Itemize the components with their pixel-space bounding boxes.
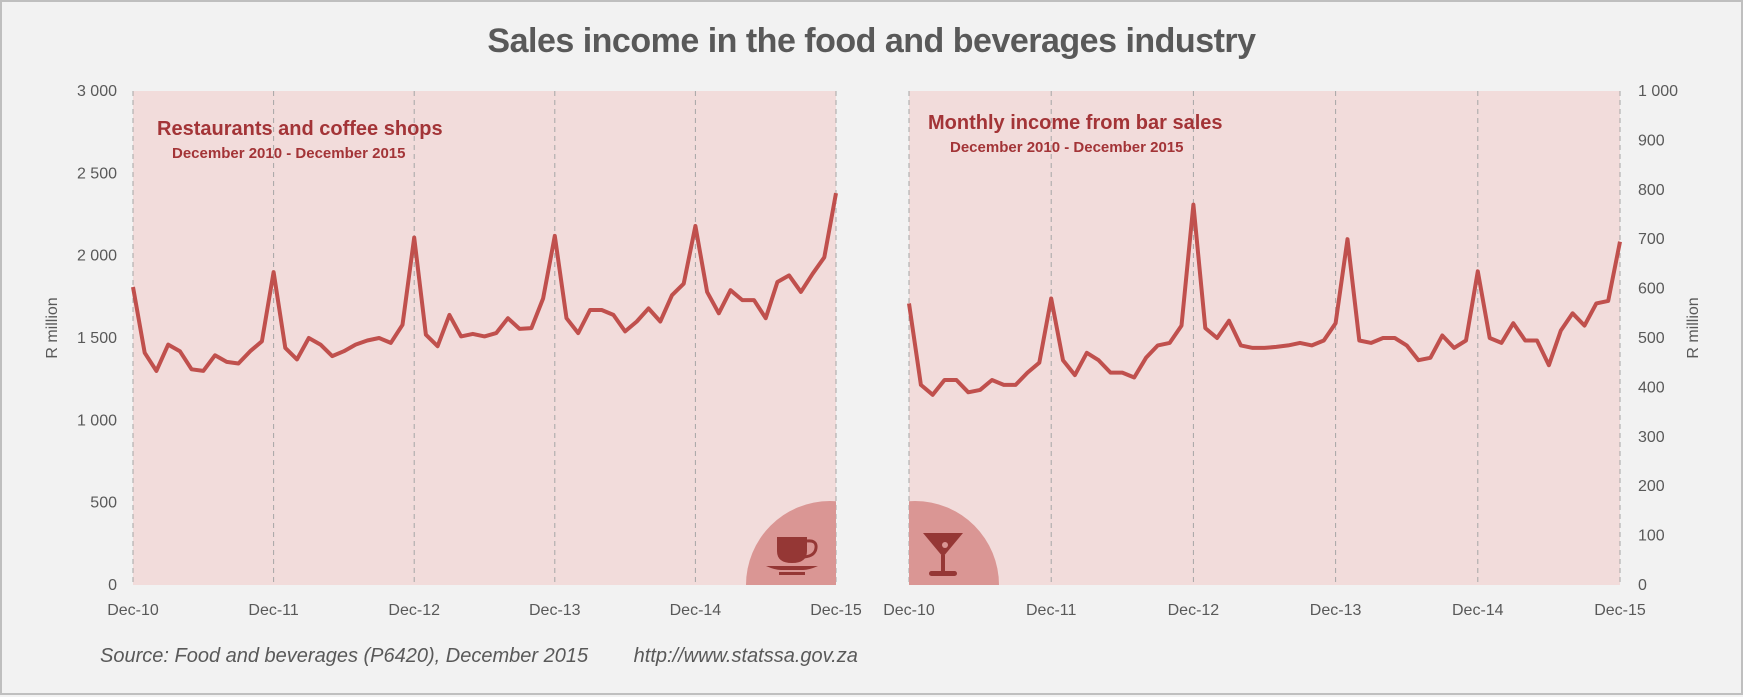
y-tick-label: 0: [1638, 577, 1647, 594]
x-tick-label: Dec-13: [1310, 602, 1362, 619]
y-tick-label: 200: [1638, 478, 1665, 495]
x-tick-label: Dec-13: [529, 602, 581, 619]
source-url: http://www.statssa.gov.za: [633, 645, 858, 667]
restaurants-chart: Restaurants and coffee shops December 201…: [44, 83, 862, 619]
x-tick-label: Dec-12: [388, 602, 440, 619]
series-line: [907, 202, 1622, 397]
series-line: [131, 192, 838, 373]
y-tick-label: 2 500: [77, 165, 117, 182]
y-tick-label: 100: [1638, 528, 1665, 545]
x-tick-label: Dec-15: [1594, 602, 1646, 619]
icon-badge: [746, 501, 836, 585]
footer: Source: Food and beverages (P6420), Dece…: [100, 645, 898, 668]
y-tick-label: 1 500: [77, 330, 117, 347]
panel-title: Restaurants and coffee shops: [157, 118, 443, 140]
icon-badge: [909, 501, 999, 585]
x-tick-label: Dec-10: [883, 602, 935, 619]
y-tick-label: 1 000: [77, 412, 117, 429]
y-tick-label: 800: [1638, 182, 1665, 199]
y-tick-label: 300: [1638, 429, 1665, 446]
y-tick-label: 500: [90, 495, 117, 512]
x-tick-label: Dec-14: [670, 602, 722, 619]
x-tick-label: Dec-11: [1026, 602, 1076, 619]
y-axis-title: R million: [1685, 297, 1702, 358]
x-tick-label: Dec-11: [248, 602, 298, 619]
cocktail-glass-icon: [923, 533, 963, 576]
y-tick-label: 700: [1638, 231, 1665, 248]
panel-subtitle: December 2010 - December 2015: [950, 139, 1183, 156]
y-tick-label: 2 000: [77, 248, 117, 265]
y-tick-label: 0: [108, 577, 117, 594]
y-tick-label: 500: [1638, 330, 1665, 347]
x-tick-label: Dec-12: [1168, 602, 1220, 619]
coffee-cup-icon: [766, 537, 818, 575]
panel-title: Monthly income from bar sales: [928, 112, 1223, 134]
source-note: Source: Food and beverages (P6420), Dece…: [100, 645, 589, 667]
x-tick-label: Dec-15: [810, 602, 862, 619]
y-tick-label: 600: [1638, 281, 1665, 298]
y-axis-title: R million: [44, 297, 61, 358]
y-tick-label: 400: [1638, 379, 1665, 396]
plot-area: [909, 91, 1620, 585]
chart-title: Sales income in the food and beverages i…: [487, 22, 1256, 60]
x-tick-label: Dec-14: [1452, 602, 1504, 619]
panel-subtitle: December 2010 - December 2015: [172, 145, 405, 162]
y-tick-label: 900: [1638, 132, 1665, 149]
y-tick-label: 3 000: [77, 83, 117, 100]
bar-sales-chart: Monthly income from bar sales December 20…: [883, 83, 1702, 619]
y-tick-label: 1 000: [1638, 83, 1678, 100]
x-tick-label: Dec-10: [107, 602, 159, 619]
